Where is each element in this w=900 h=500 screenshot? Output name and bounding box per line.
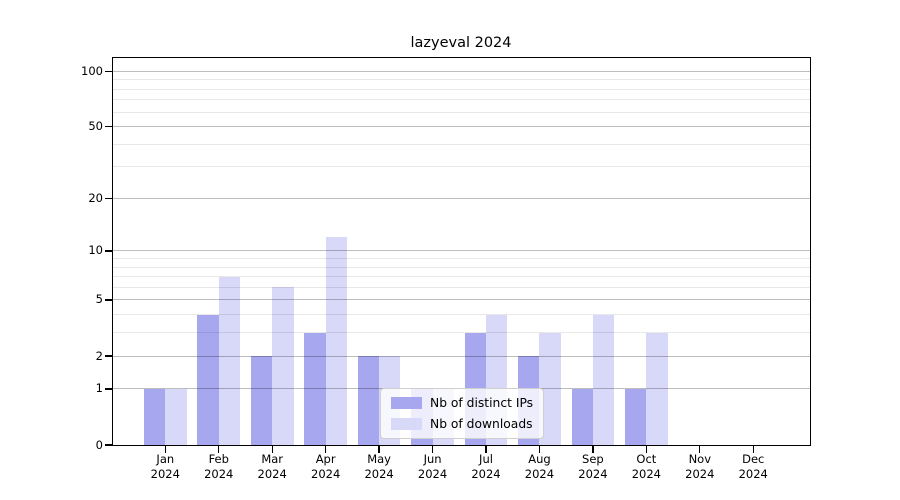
x-tick-label: Sep 2024	[578, 452, 608, 481]
y-tick	[105, 125, 112, 128]
y-tick	[105, 299, 112, 301]
x-tick	[699, 446, 701, 453]
y-tick-label: 2	[95, 348, 103, 363]
x-tick	[164, 446, 166, 453]
legend-swatch	[391, 397, 422, 409]
bar-downloads	[539, 332, 561, 445]
legend-label: Nb of distinct IPs	[430, 396, 534, 410]
x-tick-label: Dec 2024	[738, 452, 768, 481]
x-tick-label: Apr 2024	[311, 452, 341, 481]
y-tick	[105, 388, 112, 390]
bar-downloads	[646, 332, 668, 445]
x-tick-label: May 2024	[364, 452, 394, 481]
bar-distinct-ips	[571, 388, 593, 445]
y-tick-label: 20	[88, 190, 103, 205]
bar-downloads	[272, 287, 294, 445]
bar-distinct-ips	[304, 332, 326, 445]
bar-downloads	[165, 388, 187, 445]
legend-row: Nb of distinct IPs	[391, 395, 533, 411]
bar-downloads	[218, 276, 241, 445]
bar-distinct-ips	[357, 356, 380, 445]
y-tick-label: 0	[95, 437, 103, 452]
x-tick-label: Jun 2024	[417, 452, 448, 481]
x-tick	[218, 446, 220, 453]
x-tick	[752, 446, 754, 453]
y-tick	[105, 250, 112, 252]
y-tick	[105, 355, 112, 357]
legend-row: Nb of downloads	[391, 416, 533, 432]
bar-distinct-ips	[250, 356, 273, 445]
x-tick	[431, 446, 434, 453]
y-tick	[105, 444, 112, 446]
x-tick-label: Jul 2024	[471, 452, 501, 481]
y-tick-label: 100	[81, 63, 103, 78]
y-tick	[105, 70, 112, 72]
chart-title: lazyeval 2024	[410, 35, 512, 51]
x-tick-label: Jan 2024	[150, 452, 180, 481]
x-tick	[378, 446, 380, 453]
bar-distinct-ips	[143, 388, 166, 445]
legend: Nb of distinct IPs Nb of downloads	[380, 388, 545, 439]
y-tick-label: 1	[95, 381, 103, 396]
x-tick	[324, 446, 327, 453]
y-tick	[105, 197, 112, 200]
x-tick-label: Nov 2024	[685, 452, 715, 481]
bar-distinct-ips	[624, 388, 647, 445]
x-tick	[645, 446, 648, 453]
bar-downloads	[592, 314, 615, 445]
x-tick	[592, 446, 594, 453]
legend-swatch	[391, 418, 422, 430]
legend-label: Nb of downloads	[430, 417, 533, 431]
bar-downloads	[325, 237, 348, 445]
y-tick-label: 5	[95, 292, 103, 307]
x-tick-label: Mar 2024	[257, 452, 287, 481]
y-tick-label: 50	[88, 119, 103, 134]
x-tick-label: Aug 2024	[524, 452, 555, 481]
x-tick	[485, 446, 487, 453]
x-tick	[538, 446, 541, 453]
x-tick	[271, 446, 273, 453]
y-tick-label: 10	[88, 243, 103, 258]
x-tick-label: Oct 2024	[631, 452, 661, 481]
bar-distinct-ips	[197, 314, 219, 445]
x-tick-label: Feb 2024	[204, 452, 234, 481]
